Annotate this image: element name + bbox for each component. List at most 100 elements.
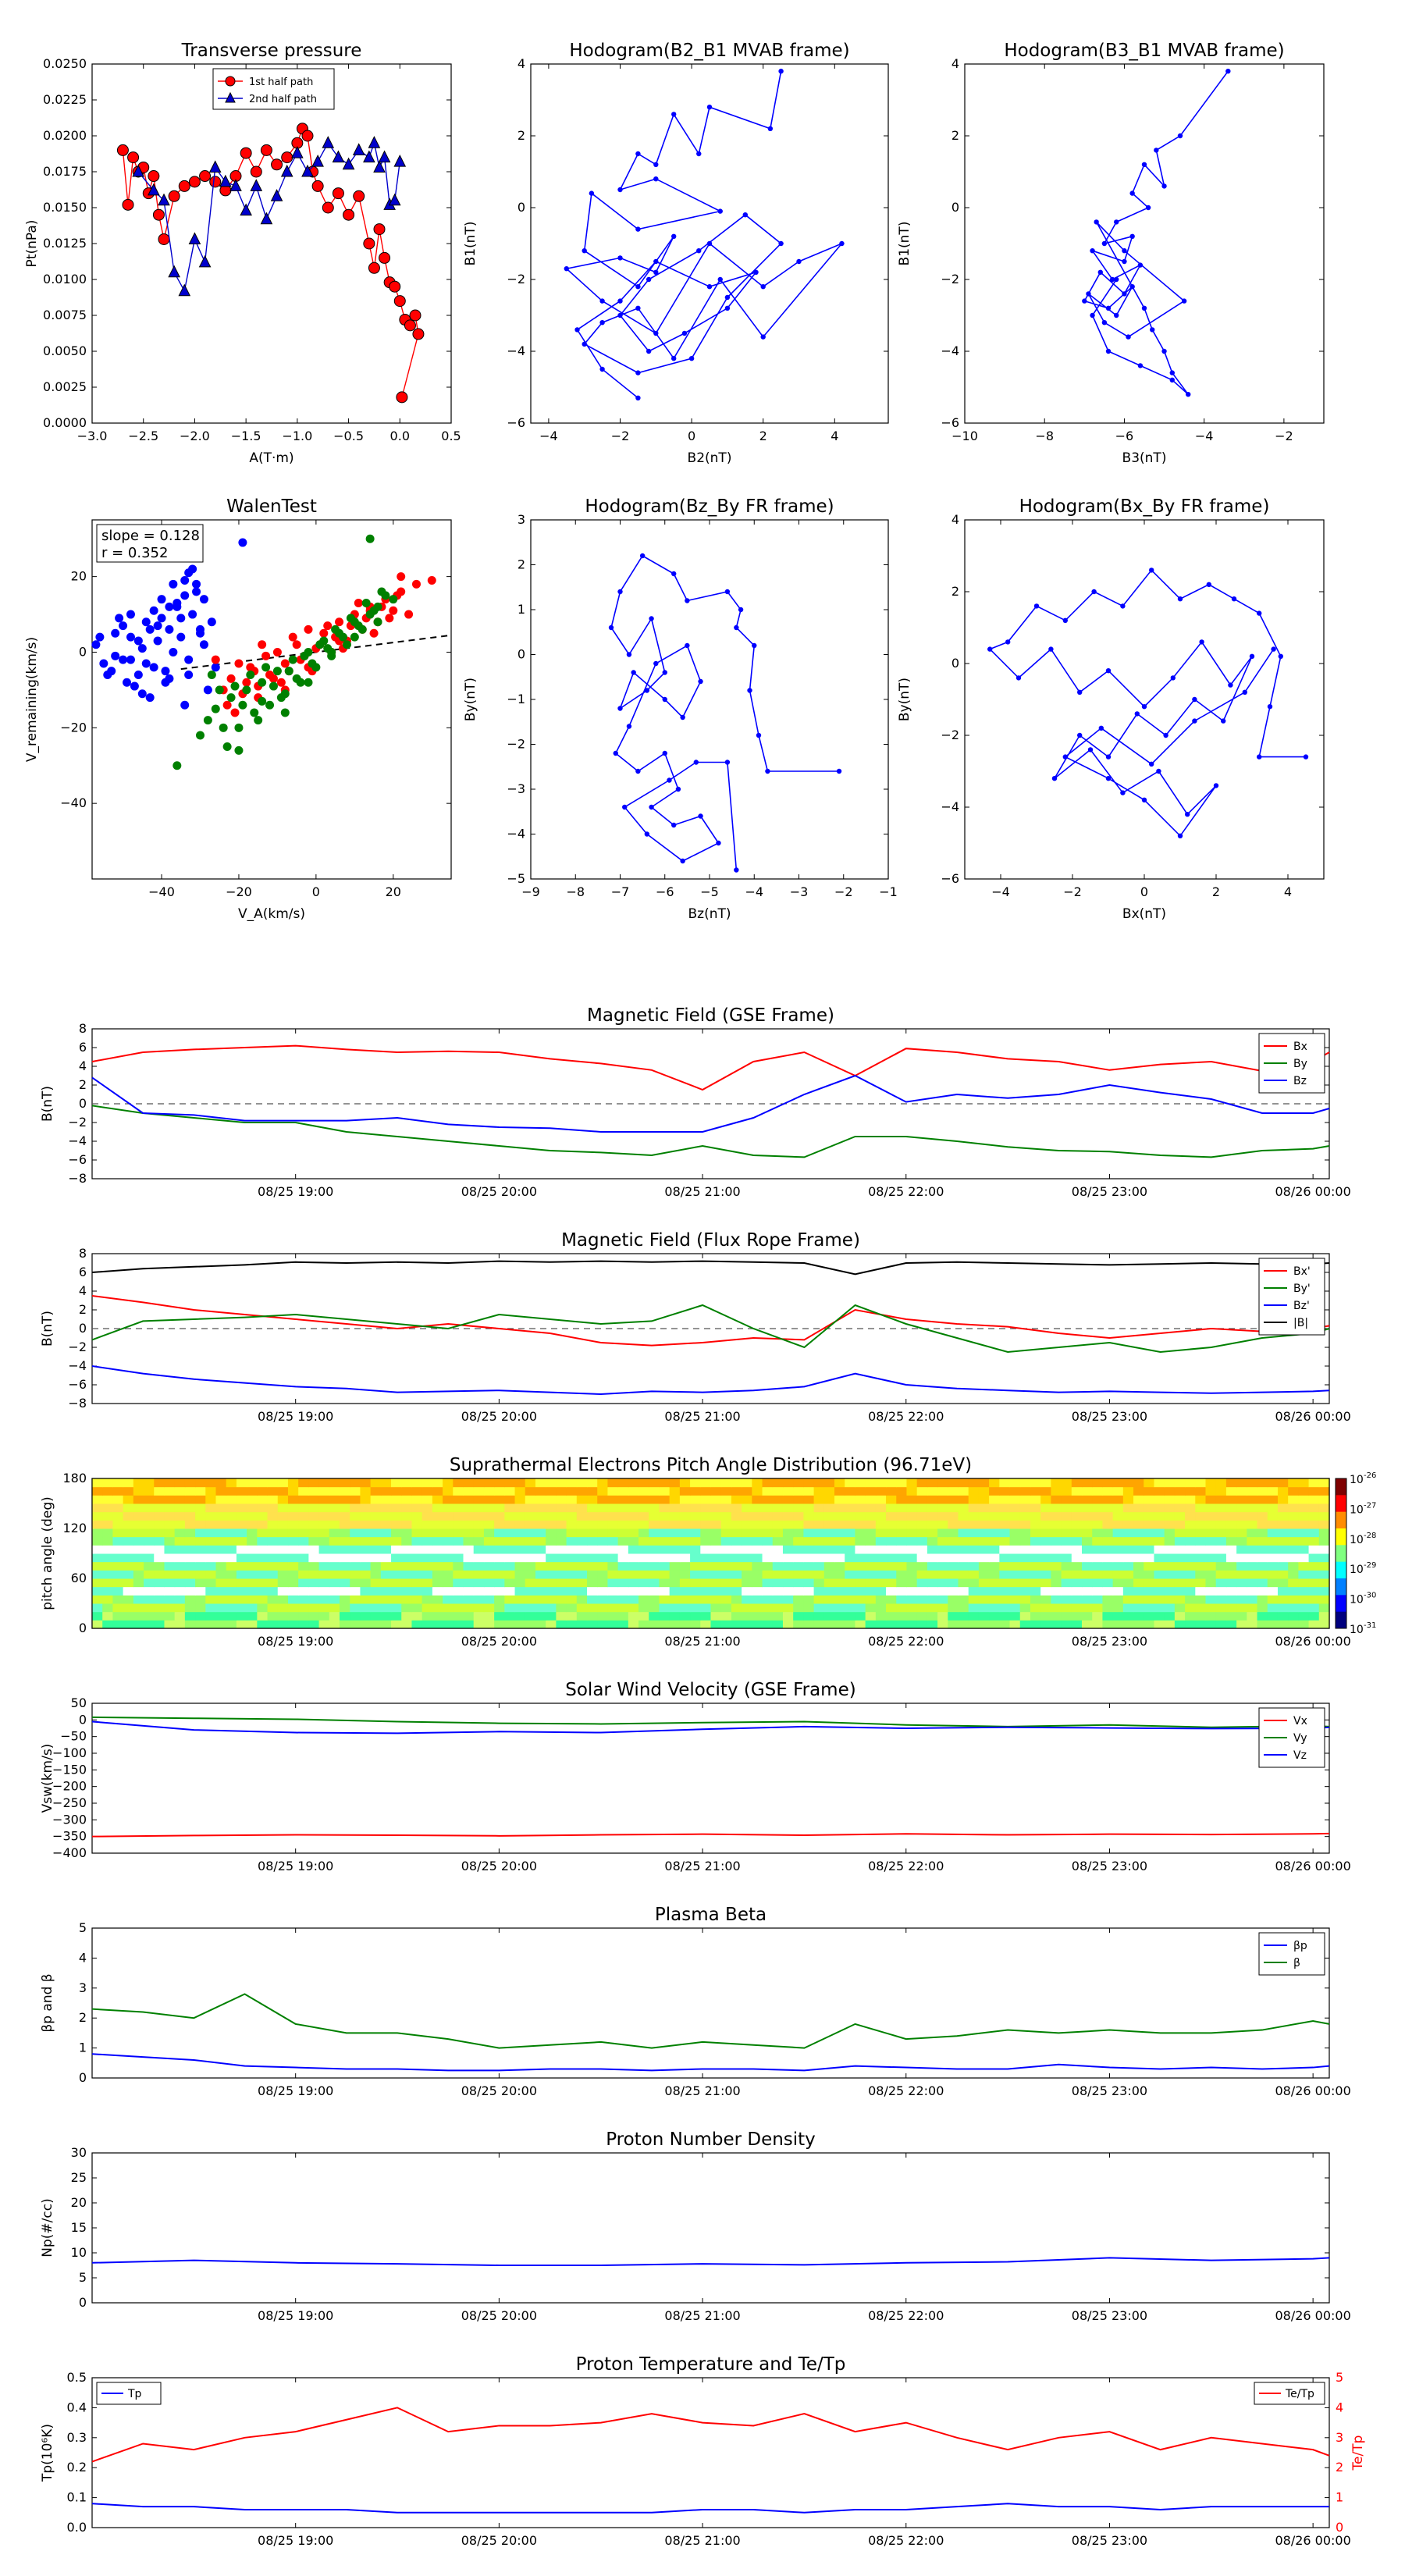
heatmap-cell (1009, 1570, 1021, 1579)
y-tick-label: −2 (941, 272, 959, 286)
heatmap-cell (587, 1545, 598, 1554)
heatmap-cell (875, 1528, 887, 1538)
heatmap-cell (906, 1528, 918, 1538)
heatmap-cell (989, 1503, 1000, 1513)
heatmap-cell (1122, 1570, 1134, 1579)
x-tick-label: −20 (226, 884, 252, 899)
data-point (331, 624, 340, 634)
heatmap-cell (1308, 1611, 1320, 1621)
heatmap-cell (1257, 1620, 1268, 1629)
heatmap-cell (690, 1603, 701, 1613)
heatmap-cell (318, 1603, 330, 1613)
plot-area (91, 1927, 1330, 2079)
heatmap-cell (195, 1595, 206, 1604)
data-point (1199, 639, 1204, 645)
x-tick-label: 08/25 19:00 (258, 2083, 333, 2098)
heatmap-cell (1277, 1528, 1289, 1538)
heatmap-cell (247, 1611, 258, 1621)
heatmap-cell (463, 1561, 475, 1571)
heatmap-cell (92, 1570, 103, 1579)
heatmap-cell (463, 1503, 475, 1513)
x-tick-label: 08/25 22:00 (868, 1859, 944, 1873)
heatmap-cell (308, 1611, 320, 1621)
heatmap-cell (1030, 1528, 1041, 1538)
heatmap-cell (886, 1595, 897, 1604)
heatmap-cell (1051, 1578, 1062, 1588)
data-point (706, 105, 713, 110)
series-line (91, 1716, 1330, 1728)
heatmap-cell (1236, 1478, 1247, 1488)
heatmap-cell (92, 1620, 103, 1629)
data-point (1105, 348, 1112, 354)
data-point (760, 284, 766, 290)
heatmap-cell (1133, 1611, 1144, 1621)
heatmap-cell (958, 1511, 969, 1521)
heatmap-cell (1236, 1553, 1247, 1563)
x-tick-label: 08/25 20:00 (461, 1859, 537, 1873)
heatmap-cell (1164, 1570, 1176, 1579)
heatmap-cell (793, 1570, 804, 1579)
heatmap-cell (247, 1586, 258, 1596)
heatmap-cell (700, 1520, 711, 1529)
x-tick-label: 08/25 21:00 (664, 1184, 740, 1199)
heatmap-cell (948, 1495, 959, 1504)
heatmap-cell (432, 1495, 443, 1504)
data-point (346, 614, 355, 623)
data-point (1186, 392, 1191, 397)
heatmap-cell (1082, 1495, 1093, 1504)
data-point (388, 193, 401, 206)
heatmap-cell (277, 1595, 289, 1604)
heatmap-cell (1195, 1478, 1206, 1488)
x-axis-label: V_A(km/s) (238, 906, 305, 922)
heatmap-cell (453, 1495, 464, 1504)
heatmap-cell (948, 1520, 959, 1529)
data-point (693, 760, 699, 765)
heatmap-cell (1122, 1586, 1134, 1596)
heatmap-cell (1298, 1570, 1310, 1579)
heatmap-cell (92, 1511, 103, 1521)
heatmap-cell (277, 1503, 289, 1513)
plot-area (91, 519, 452, 880)
heatmap-cell (287, 1586, 299, 1596)
heatmap-cell (329, 1603, 340, 1613)
heatmap-cell (978, 1536, 990, 1546)
heatmap-cell (1133, 1586, 1144, 1596)
heatmap-cell (1144, 1511, 1154, 1521)
heatmap-cell (277, 1520, 289, 1529)
heatmap-cell (1144, 1570, 1154, 1579)
heatmap-cell (813, 1503, 825, 1513)
heatmap-cell (742, 1511, 752, 1521)
heatmap-cell (834, 1511, 845, 1521)
heatmap-cell (1185, 1478, 1196, 1488)
heatmap-cell (803, 1603, 815, 1613)
data-point (165, 602, 174, 611)
heatmap-cell (329, 1545, 340, 1554)
heatmap-cell (360, 1620, 372, 1629)
heatmap-cell (679, 1545, 691, 1554)
heatmap-cell (978, 1611, 990, 1621)
heatmap-cell (762, 1603, 774, 1613)
heatmap-cell (823, 1536, 835, 1546)
heatmap-cell (144, 1495, 155, 1504)
heatmap-cell (483, 1503, 495, 1513)
heatmap-cell (473, 1570, 485, 1579)
chart-title: Magnetic Field (Flux Rope Frame) (561, 1230, 860, 1251)
heatmap-cell (514, 1586, 526, 1596)
heatmap-cell (1215, 1586, 1227, 1596)
heatmap-cell (679, 1528, 691, 1538)
heatmap-cell (360, 1511, 372, 1521)
heatmap-cell (287, 1611, 299, 1621)
heatmap-cell (958, 1611, 969, 1621)
heatmap-cell (380, 1578, 392, 1588)
heatmap-cell (813, 1620, 825, 1629)
heatmap-cell (865, 1495, 877, 1504)
heatmap-cell (823, 1595, 835, 1604)
data-point (1120, 790, 1126, 795)
heatmap-cell (566, 1553, 578, 1563)
heatmap-cell (679, 1478, 691, 1488)
heatmap-cell (968, 1586, 980, 1596)
heatmap-cell (762, 1503, 774, 1513)
heatmap-cell (1257, 1570, 1268, 1579)
heatmap-cell (92, 1553, 103, 1563)
heatmap-cell (968, 1595, 980, 1604)
